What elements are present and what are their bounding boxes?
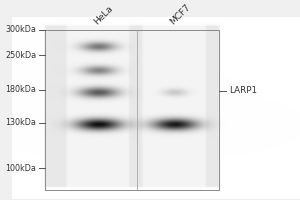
Bar <box>67 30 130 190</box>
Bar <box>45 30 219 190</box>
Text: HeLa: HeLa <box>92 4 114 26</box>
Text: 100kDa: 100kDa <box>6 164 37 173</box>
Bar <box>143 30 206 190</box>
Text: MCF7: MCF7 <box>168 2 192 26</box>
Text: LARP1: LARP1 <box>229 86 257 95</box>
Text: 250kDa: 250kDa <box>5 51 37 60</box>
Text: 180kDa: 180kDa <box>6 85 37 94</box>
Bar <box>45 30 219 190</box>
Text: 300kDa: 300kDa <box>6 25 37 34</box>
Text: 130kDa: 130kDa <box>6 118 37 127</box>
